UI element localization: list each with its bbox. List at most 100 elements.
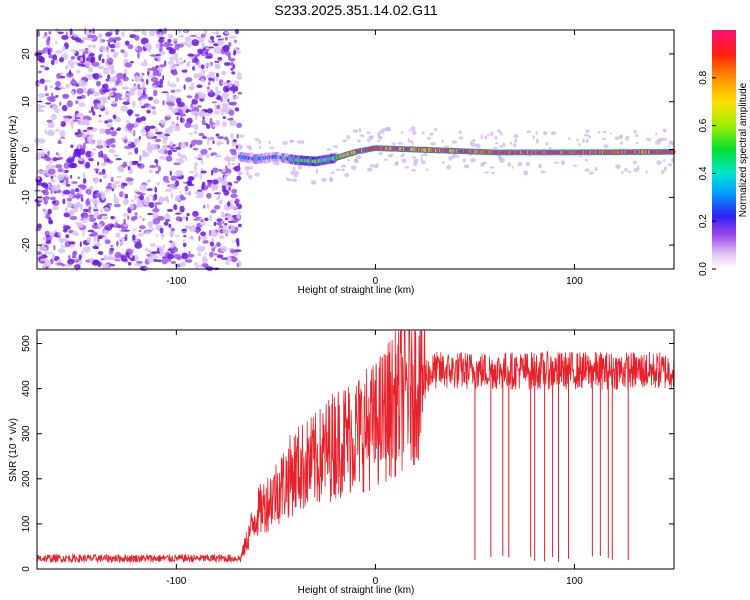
noise-blob [192,66,195,71]
noise-blob [123,138,128,144]
haze-blob [543,131,548,136]
haze-blob [359,128,361,133]
noise-blob [209,241,215,247]
noise-blob [178,57,183,61]
haze-blob [660,171,664,175]
noise-blob [154,159,158,164]
noise-blob [115,232,121,239]
colorbar-ticks: 0.0 0.2 0.4 0.6 0.8 [698,70,716,276]
noise-blob [79,241,82,248]
haze-blob [410,126,416,131]
noise-blob [70,188,75,195]
haze-blob [523,170,529,176]
spectrogram-x-ticks: -100 0 100 [166,30,583,287]
noise-blob [56,259,62,267]
noise-blob [230,225,236,232]
noise-blob [157,84,164,88]
haze-blob [315,169,319,174]
colorbar-tick-label: 0.8 [698,70,709,84]
noise-blob [132,248,135,252]
noise-blob [38,56,45,63]
y-tick-label: 10 [21,96,32,108]
noise-blob [112,75,118,83]
noise-blob [188,250,191,255]
noise-blob [99,37,103,44]
noise-blob [191,58,194,63]
noise-blob [202,48,206,51]
noise-blob [163,221,169,226]
noise-blob [74,61,77,66]
noise-blob [152,72,158,76]
noise-blob [230,150,237,156]
noise-blob [114,42,121,49]
haze-blob [335,168,341,171]
noise-blob [47,150,50,156]
haze-blob [625,135,630,139]
noise-blob [218,235,225,240]
noise-blob [183,59,186,63]
noise-blob [171,108,179,114]
noise-blob [103,207,110,211]
noise-blob [44,157,52,161]
haze-blob [341,168,345,172]
noise-blob [235,198,240,203]
noise-blob [232,139,237,143]
noise-blob [58,139,61,145]
haze-blob [412,156,416,159]
haze-blob [578,143,581,147]
noise-blob [179,34,185,38]
haze-blob [342,139,347,143]
noise-blob [149,54,158,57]
noise-blob [202,240,209,244]
noise-blob [155,170,160,174]
haze-blob [368,135,374,140]
noise-blob [150,243,156,248]
noise-blob [40,151,45,158]
noise-blob [147,221,154,228]
noise-blob [139,98,142,106]
noise-blob [197,252,202,257]
noise-blob [169,125,173,129]
noise-blob [174,88,182,93]
noise-blob [85,37,94,41]
noise-blob [46,119,53,123]
noise-blob [140,129,147,134]
noise-blob [198,132,205,137]
noise-blob [121,226,124,233]
haze-blob [377,132,381,137]
noise-blob [44,32,48,37]
noise-blob [139,155,142,162]
noise-blob [206,203,210,209]
haze-blob [662,159,666,162]
haze-blob [645,170,648,175]
noise-blob [124,193,129,199]
noise-blob [186,62,190,67]
noise-blob [189,34,197,37]
noise-blob [184,105,188,108]
noise-blob [97,236,103,240]
noise-blob [92,73,100,80]
noise-blob [40,65,46,68]
haze-blob [330,171,335,174]
haze-blob [301,140,305,145]
noise-blob [105,32,112,37]
noise-blob [109,44,117,49]
noise-blob [118,97,122,101]
haze-blob [470,158,476,163]
noise-blob [138,135,141,140]
noise-blob [110,69,116,75]
haze-blob [259,145,262,150]
noise-blob [89,185,94,191]
noise-blob [182,240,185,243]
noise-blob [205,62,212,68]
noise-blob [164,213,171,220]
noise-blob [218,168,223,172]
y-tick-label: -10 [21,190,32,205]
noise-blob [179,113,186,117]
noise-blob [78,254,82,261]
noise-blob [159,227,164,234]
noise-blob [228,81,233,88]
noise-blob [188,85,195,91]
haze-blob [633,129,637,134]
